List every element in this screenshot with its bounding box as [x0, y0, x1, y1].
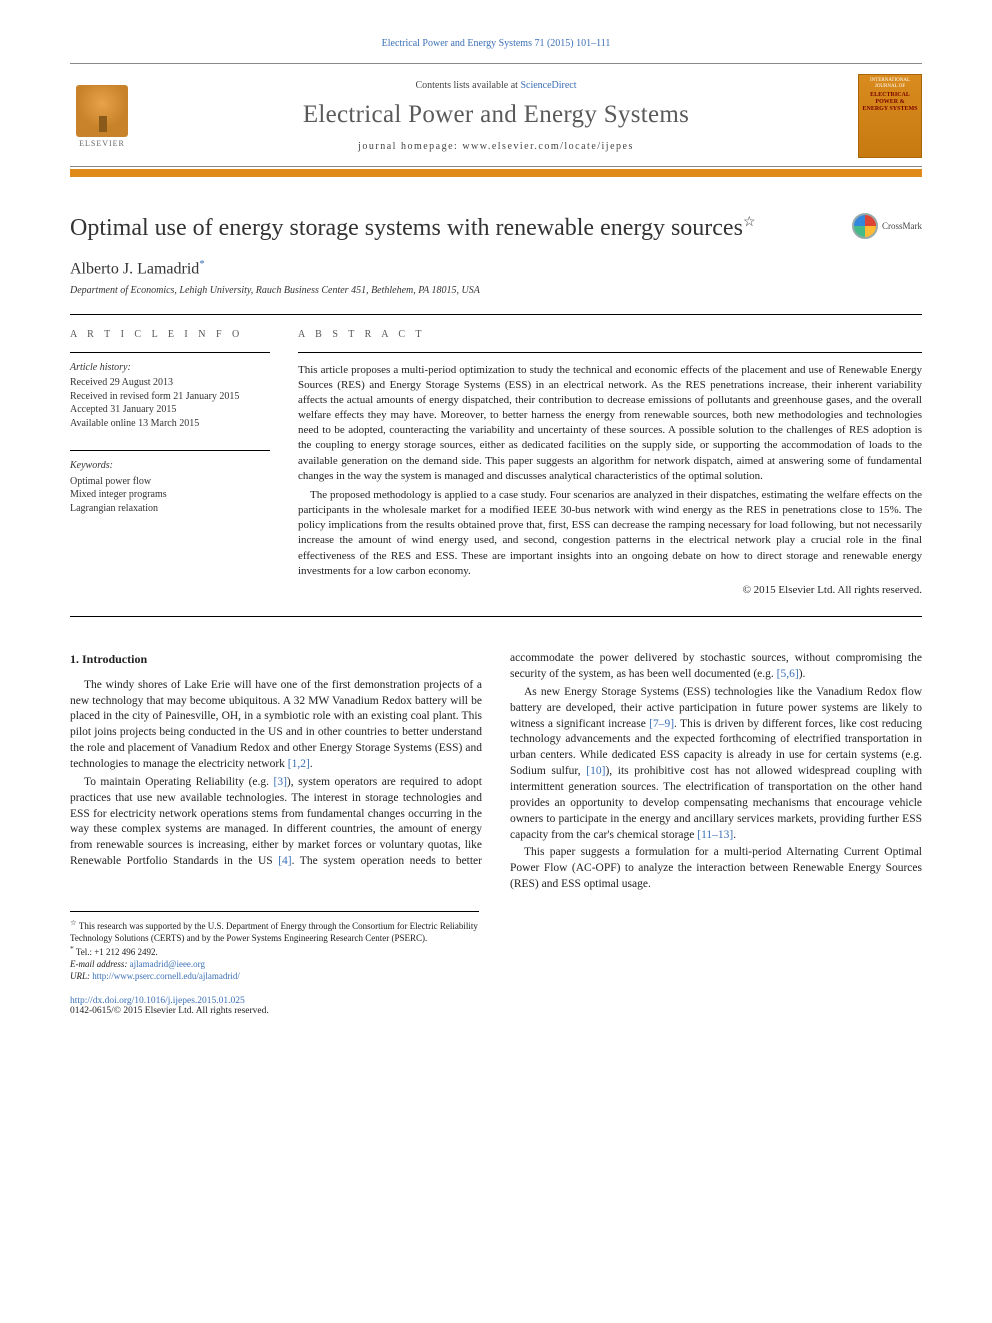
abstract-block: A B S T R A C T This article proposes a …	[298, 329, 922, 599]
homepage-prefix: journal homepage:	[358, 141, 462, 152]
citation-link[interactable]: Electrical Power and Energy Systems 71 (…	[382, 38, 611, 49]
ref-link[interactable]: [11–13]	[697, 829, 733, 841]
title-footnote-marker[interactable]: ☆	[743, 215, 756, 230]
masthead-center: Contents lists available at ScienceDirec…	[152, 80, 840, 152]
keywords-label: Keywords:	[70, 459, 270, 473]
orange-divider	[70, 169, 922, 177]
title-text: Optimal use of energy storage systems wi…	[70, 215, 743, 241]
url-link[interactable]: http://www.pserc.cornell.edu/ajlamadrid/	[92, 971, 240, 981]
abstract-para: The proposed methodology is applied to a…	[298, 488, 922, 579]
contents-prefix: Contents lists available at	[415, 80, 520, 91]
abstract-para: This article proposes a multi-period opt…	[298, 363, 922, 484]
ref-link[interactable]: [4]	[278, 855, 291, 867]
corresponding-marker[interactable]: *	[199, 258, 205, 270]
section-title: Introduction	[82, 652, 147, 666]
corr-tel: * Tel.: +1 212 496 2492.	[70, 944, 479, 959]
corr-url: URL: http://www.pserc.cornell.edu/ajlama…	[70, 971, 479, 983]
section-heading: 1. Introduction	[70, 651, 482, 668]
rule-bottom	[70, 616, 922, 617]
email-link[interactable]: ajlamadrid@ieee.org	[130, 959, 205, 969]
keyword: Optimal power flow	[70, 475, 270, 489]
info-rule-1	[70, 352, 270, 353]
ref-link[interactable]: [7–9]	[649, 718, 674, 730]
history-line: Accepted 31 January 2015	[70, 403, 270, 417]
corr-marker: *	[70, 944, 74, 953]
url-label: URL:	[70, 971, 90, 981]
affiliation: Department of Economics, Lehigh Universi…	[70, 285, 922, 296]
abstract-heading: A B S T R A C T	[298, 329, 922, 340]
crossmark-label: CrossMark	[882, 221, 922, 231]
journal-homepage: journal homepage: www.elsevier.com/locat…	[152, 141, 840, 152]
article-info-heading: A R T I C L E I N F O	[70, 329, 270, 340]
abstract-rule	[298, 352, 922, 353]
history-line: Received in revised form 21 January 2015	[70, 390, 270, 404]
abstract-body: This article proposes a multi-period opt…	[298, 363, 922, 599]
publisher-logo[interactable]: ELSEVIER	[70, 80, 134, 152]
history-label: Article history:	[70, 361, 270, 375]
running-head: Electrical Power and Energy Systems 71 (…	[70, 38, 922, 49]
cover-top: INTERNATIONAL JOURNAL OF	[862, 78, 918, 90]
funding-marker: ☆	[70, 918, 77, 927]
funding-text: This research was supported by the U.S. …	[70, 921, 478, 943]
publisher-name: ELSEVIER	[79, 139, 125, 148]
history-line: Received 29 August 2013	[70, 376, 270, 390]
ref-link[interactable]: [1,2]	[288, 758, 310, 770]
homepage-url[interactable]: www.elsevier.com/locate/ijepes	[462, 141, 634, 152]
author-line: Alberto J. Lamadrid*	[70, 258, 922, 278]
masthead: ELSEVIER Contents lists available at Sci…	[70, 63, 922, 167]
journal-cover-thumb[interactable]: INTERNATIONAL JOURNAL OF ELECTRICAL POWE…	[858, 74, 922, 158]
footnotes: ☆ This research was supported by the U.S…	[70, 911, 479, 982]
ref-link[interactable]: [5,6]	[777, 668, 799, 680]
section-number: 1.	[70, 652, 79, 666]
page: Electrical Power and Energy Systems 71 (…	[0, 0, 992, 1056]
contents-available: Contents lists available at ScienceDirec…	[152, 80, 840, 91]
issn-copyright: 0142-0615/© 2015 Elsevier Ltd. All right…	[70, 1006, 269, 1016]
doi-link[interactable]: http://dx.doi.org/10.1016/j.ijepes.2015.…	[70, 996, 245, 1006]
funding-footnote: ☆ This research was supported by the U.S…	[70, 918, 479, 944]
abstract-copyright: © 2015 Elsevier Ltd. All rights reserved…	[298, 583, 922, 598]
title-row: Optimal use of energy storage systems wi…	[70, 213, 922, 244]
info-rule-2	[70, 450, 270, 451]
ref-link[interactable]: [3]	[274, 776, 287, 788]
body-columns: 1. Introduction The windy shores of Lake…	[70, 651, 922, 893]
keyword: Mixed integer programs	[70, 488, 270, 502]
article-info: A R T I C L E I N F O Article history: R…	[70, 329, 270, 599]
corr-email: E-mail address: ajlamadrid@ieee.org	[70, 959, 479, 971]
paper-title: Optimal use of energy storage systems wi…	[70, 213, 756, 244]
tel-text: Tel.: +1 212 496 2492.	[76, 947, 158, 957]
cover-main: ELECTRICAL POWER & ENERGY SYSTEMS	[862, 92, 918, 114]
author-name[interactable]: Alberto J. Lamadrid	[70, 261, 199, 278]
journal-name: Electrical Power and Energy Systems	[152, 101, 840, 129]
elsevier-tree-icon	[76, 85, 128, 137]
crossmark-badge[interactable]: CrossMark	[852, 213, 922, 239]
history-line: Available online 13 March 2015	[70, 417, 270, 431]
doi-block: http://dx.doi.org/10.1016/j.ijepes.2015.…	[70, 996, 922, 1016]
body-para: As new Energy Storage Systems (ESS) tech…	[510, 685, 922, 844]
body-para: The windy shores of Lake Erie will have …	[70, 678, 482, 773]
ref-link[interactable]: [10]	[586, 765, 605, 777]
email-label: E-mail address:	[70, 959, 127, 969]
article-info-row: A R T I C L E I N F O Article history: R…	[70, 315, 922, 617]
crossmark-icon	[852, 213, 878, 239]
sciencedirect-link[interactable]: ScienceDirect	[520, 80, 576, 91]
keyword: Lagrangian relaxation	[70, 502, 270, 516]
body-para: This paper suggests a formulation for a …	[510, 845, 922, 893]
